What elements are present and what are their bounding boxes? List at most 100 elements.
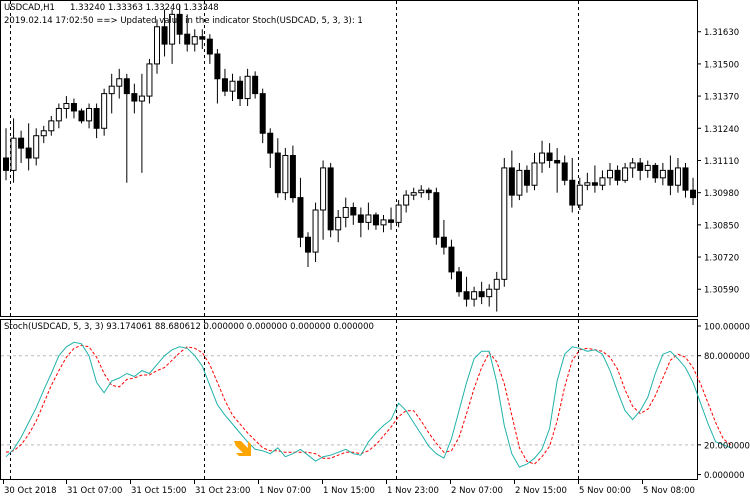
candle[interactable] — [221, 68, 228, 97]
candle[interactable] — [471, 286, 478, 307]
candle[interactable] — [123, 73, 130, 183]
candle[interactable] — [146, 58, 153, 104]
candle[interactable] — [674, 158, 681, 193]
candle[interactable] — [229, 73, 236, 102]
candle[interactable] — [335, 210, 342, 243]
candle[interactable] — [101, 88, 108, 136]
candle[interactable] — [357, 207, 364, 238]
candle[interactable] — [312, 202, 319, 262]
price-pane[interactable]: USDCAD,H1 1.33240 1.33363 1.33240 1.3334… — [0, 0, 698, 317]
candle[interactable] — [607, 162, 613, 186]
candle[interactable] — [365, 202, 372, 230]
candle[interactable] — [659, 162, 666, 186]
candle[interactable] — [629, 158, 636, 178]
candle[interactable] — [637, 158, 644, 181]
candle[interactable] — [403, 190, 410, 213]
time-axis[interactable]: 30 Oct 2018 31 Oct 07:00 31 Oct 15:00 31 Oc… — [3, 480, 695, 496]
candle[interactable] — [493, 271, 500, 312]
stochastic-axis[interactable]: 100.000000 80.000000 20.000000 0.000000 — [697, 323, 750, 482]
candle[interactable] — [372, 212, 379, 230]
candle[interactable] — [305, 232, 311, 267]
candle[interactable] — [410, 187, 417, 201]
candle[interactable] — [440, 219, 447, 255]
candle[interactable] — [327, 162, 334, 238]
candle[interactable] — [320, 160, 327, 240]
candle[interactable] — [259, 88, 266, 144]
candle[interactable] — [584, 172, 591, 191]
candle[interactable] — [206, 34, 213, 64]
candle[interactable] — [199, 29, 206, 50]
candle[interactable] — [161, 9, 168, 57]
candle[interactable] — [40, 125, 47, 144]
candle[interactable] — [214, 49, 221, 104]
candle[interactable] — [297, 177, 304, 248]
candle[interactable] — [690, 177, 697, 206]
candle[interactable] — [33, 128, 40, 166]
candle[interactable] — [622, 162, 629, 183]
candle[interactable] — [682, 162, 689, 198]
stochastic-pane[interactable]: Stoch(USDCAD, 5, 3, 3) 93.174061 88.6806… — [0, 319, 732, 480]
candle[interactable] — [93, 103, 100, 139]
candle[interactable] — [463, 276, 470, 307]
candle[interactable] — [652, 162, 659, 183]
price-axis[interactable]: 1.31630 1.31500 1.31370 1.31240 1.31110 1.309… — [697, 28, 739, 296]
candle[interactable] — [282, 148, 289, 201]
candle[interactable] — [25, 123, 32, 171]
candle[interactable] — [501, 158, 508, 287]
candle[interactable] — [599, 170, 606, 191]
candle[interactable] — [18, 130, 25, 163]
candle[interactable] — [433, 187, 440, 245]
candle[interactable] — [478, 281, 485, 305]
stochastic-main-line[interactable] — [5, 341, 731, 468]
candle[interactable] — [169, 9, 176, 64]
candle[interactable] — [86, 103, 93, 129]
candle[interactable] — [176, 4, 183, 45]
candle[interactable] — [267, 128, 274, 168]
candle[interactable] — [244, 68, 251, 106]
candle[interactable] — [388, 207, 395, 230]
candle[interactable] — [274, 138, 281, 198]
candle[interactable] — [448, 239, 455, 280]
candle[interactable] — [3, 128, 9, 181]
candle[interactable] — [342, 197, 349, 228]
candle[interactable] — [10, 118, 17, 183]
candle[interactable] — [486, 284, 493, 307]
candle[interactable] — [237, 76, 244, 106]
candle[interactable] — [508, 150, 515, 208]
candle[interactable] — [523, 165, 530, 193]
candle[interactable] — [561, 155, 568, 186]
candle[interactable] — [418, 185, 425, 198]
candle[interactable] — [138, 73, 145, 173]
candle[interactable] — [108, 73, 115, 114]
candle[interactable] — [350, 202, 357, 225]
stochastic-signal-line[interactable] — [5, 344, 732, 465]
candle[interactable] — [395, 200, 402, 228]
candle[interactable] — [55, 103, 62, 129]
candle[interactable] — [116, 68, 123, 99]
candle[interactable] — [591, 165, 598, 193]
candle[interactable] — [546, 143, 553, 168]
candle[interactable] — [184, 14, 191, 52]
candle[interactable] — [456, 266, 462, 297]
candle[interactable] — [667, 155, 674, 196]
candle[interactable] — [48, 115, 55, 136]
candle[interactable] — [614, 165, 621, 186]
candle[interactable] — [516, 162, 523, 201]
candle[interactable] — [576, 177, 583, 210]
candle[interactable] — [289, 145, 296, 203]
candle[interactable] — [569, 158, 576, 213]
candle[interactable] — [380, 214, 387, 233]
candle[interactable] — [70, 98, 77, 119]
candle[interactable] — [78, 108, 85, 124]
candle[interactable] — [539, 140, 546, 173]
candle[interactable] — [531, 153, 538, 191]
candlestick-series[interactable] — [3, 4, 697, 312]
candle[interactable] — [425, 187, 432, 201]
candle[interactable] — [154, 19, 160, 74]
candle[interactable] — [63, 96, 70, 119]
candle[interactable] — [644, 160, 651, 178]
candle[interactable] — [191, 29, 198, 52]
candle[interactable] — [554, 148, 561, 193]
candle[interactable] — [131, 83, 138, 114]
